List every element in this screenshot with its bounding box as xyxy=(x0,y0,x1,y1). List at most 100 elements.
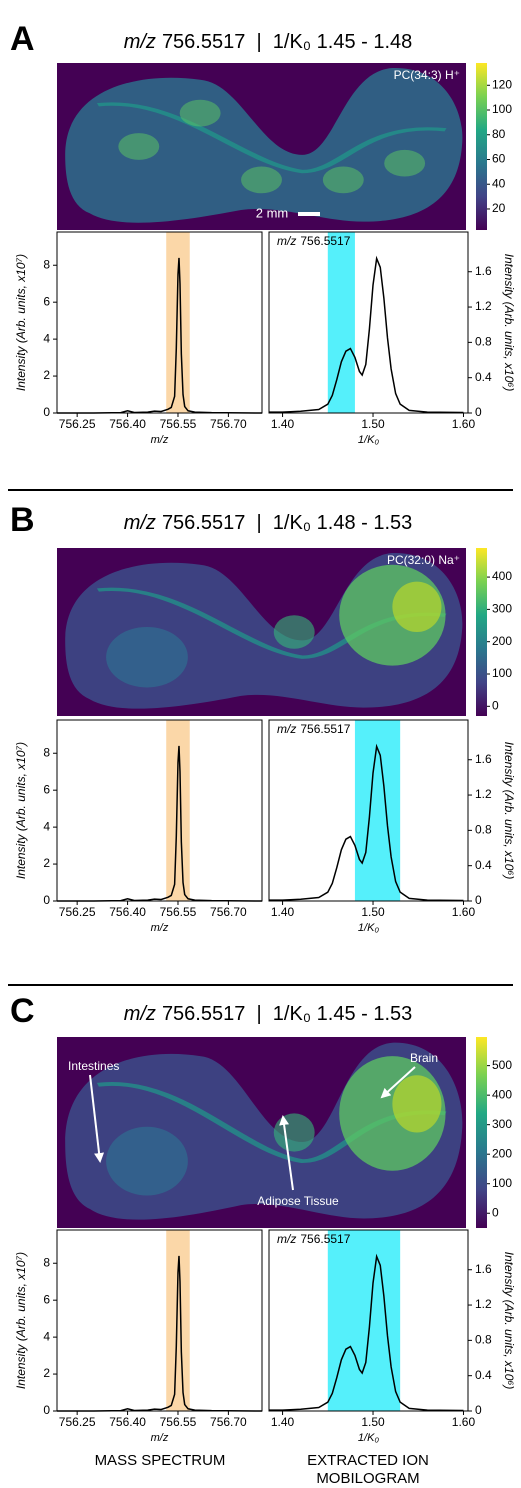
y-tick-label: 1.6 xyxy=(475,1262,492,1276)
hot-spot xyxy=(392,1075,442,1133)
curve xyxy=(57,745,263,902)
hot-spot xyxy=(118,133,160,160)
colorbar-tick-label: 100 xyxy=(492,102,512,116)
heatmap-annotation: PC(34:3) H⁺ xyxy=(394,68,460,82)
y-tick-label: 0.4 xyxy=(475,1368,492,1382)
x-tick-label: 1.50 xyxy=(361,905,385,919)
colorbar-tick-label: 60 xyxy=(492,152,506,166)
x-tick-label: 1.40 xyxy=(271,1415,295,1429)
highlight-band xyxy=(166,720,190,901)
highlight-band xyxy=(166,1230,190,1411)
x-axis-label: 1/K₀ xyxy=(358,1432,380,1444)
colorbar-tick-label: 300 xyxy=(492,1117,512,1131)
colorbar-tick-label: 80 xyxy=(492,127,506,141)
x-tick-label: 756.25 xyxy=(59,905,96,919)
x-tick-label: 1.60 xyxy=(452,417,476,431)
x-tick-label: 756.25 xyxy=(59,1415,96,1429)
arrow xyxy=(279,1115,294,1191)
footer-label: EXTRACTED ION MOBILOGRAM xyxy=(307,1452,429,1487)
y-tick-label: 1.6 xyxy=(475,752,492,766)
colorbar-tick-label: 300 xyxy=(492,602,512,616)
curve xyxy=(57,1255,263,1412)
title-text: 756.5517 | 1/K₀ 1.45 - 1.48 xyxy=(162,31,412,53)
chart-annotation: m/z 756.5517 xyxy=(277,722,351,736)
colorbar-tick-label: 120 xyxy=(492,77,512,91)
hot-spot xyxy=(273,1113,315,1152)
colorbar-tick-label: 500 xyxy=(492,1058,512,1072)
y-tick-label: 4 xyxy=(43,819,50,833)
y-tick-label: 8 xyxy=(43,1255,50,1269)
footer-box: EXTRACTED ION MOBILOGRAM xyxy=(307,1452,429,1487)
plot-frame xyxy=(268,719,469,902)
title-italic: m/z xyxy=(124,512,156,534)
x-tick-label: 756.25 xyxy=(59,417,96,431)
x-tick-label: 1.40 xyxy=(271,905,295,919)
y-tick-label: 0.4 xyxy=(475,858,492,872)
y-tick-label: 1.2 xyxy=(475,1297,492,1311)
colorbar-tick-label: 400 xyxy=(492,1087,512,1101)
x-tick-label: 1.60 xyxy=(452,905,476,919)
y-tick-label: 4 xyxy=(43,331,50,345)
chart-annotation: m/z 756.5517 xyxy=(277,1232,351,1246)
colorbar-tick-label: 200 xyxy=(492,634,512,648)
hot-spot xyxy=(241,166,282,194)
highlight-band xyxy=(327,1230,401,1411)
colorbar-tick-label: 20 xyxy=(492,201,506,215)
arrow xyxy=(380,1066,416,1099)
hot-spot xyxy=(322,166,364,194)
x-tick-label: 1.60 xyxy=(452,1415,476,1429)
tissue-label: Intestines xyxy=(68,1059,119,1073)
x-tick-label: 1.50 xyxy=(361,417,385,431)
plot-frame xyxy=(56,231,263,414)
x-axis-label: 1/K₀ xyxy=(358,434,380,446)
y-tick-label: 2 xyxy=(43,368,50,382)
tissue-band xyxy=(96,102,447,174)
colorbar-tick-label: 0 xyxy=(492,1205,499,1219)
title-italic: m/z xyxy=(124,31,156,53)
title-text: 756.5517 | 1/K₀ 1.48 - 1.53 xyxy=(162,512,412,534)
colorbar xyxy=(476,548,487,716)
curve xyxy=(269,1253,464,1412)
highlight-band xyxy=(327,232,355,413)
x-tick-label: 756.55 xyxy=(160,1415,197,1429)
x-tick-label: 1.40 xyxy=(271,417,295,431)
y-axis-label: Intensity (Arb. units, x10⁶) xyxy=(502,254,516,392)
chart-annotation: m/z 756.5517 xyxy=(277,234,351,248)
colorbar-tick-label: 200 xyxy=(492,1146,512,1160)
highlight-band xyxy=(166,232,190,413)
hot-spot xyxy=(384,149,426,177)
y-axis-label: Intensity (Arb. units, x10⁶) xyxy=(502,742,516,880)
hot-spot xyxy=(106,1126,188,1196)
hot-spot xyxy=(273,615,315,649)
colorbar xyxy=(476,63,487,230)
tissue-label: Adipose Tissue xyxy=(257,1194,339,1208)
colorbar-tick-label: 400 xyxy=(492,569,512,583)
colorbar-tick-label: 40 xyxy=(492,176,506,190)
colorbar-tick-label: 100 xyxy=(492,666,512,680)
tissue xyxy=(65,552,463,709)
y-axis-label: Intensity (Arb. units, x10⁷) xyxy=(14,254,28,391)
arrow xyxy=(89,1074,105,1163)
y-tick-label: 8 xyxy=(43,257,50,271)
plot-frame xyxy=(268,231,469,414)
panel-label: A xyxy=(10,20,35,58)
hot-spot xyxy=(179,99,221,127)
y-axis-label: Intensity (Arb. units, x10⁶) xyxy=(502,1252,516,1390)
panel-label: B xyxy=(10,501,35,539)
plot-frame xyxy=(268,1229,469,1412)
y-tick-label: 0 xyxy=(43,405,50,419)
plot-frame xyxy=(56,1229,263,1412)
x-tick-label: 756.55 xyxy=(160,417,197,431)
panel-title: m/z 756.5517 | 1/K₀ 1.48 - 1.53 xyxy=(124,512,413,534)
annotation-italic: m/z xyxy=(277,722,296,736)
x-tick-label: 756.70 xyxy=(210,905,247,919)
scale-bar xyxy=(298,212,320,216)
curve xyxy=(269,255,464,414)
x-tick-label: 756.55 xyxy=(160,905,197,919)
annotation-text: 756.5517 xyxy=(300,722,350,736)
y-tick-label: 0.8 xyxy=(475,823,492,837)
annotation-italic: m/z xyxy=(277,234,296,248)
scale-bar-label: 2 mm xyxy=(256,205,289,220)
tissue-label: Brain xyxy=(410,1051,438,1065)
title-text: 756.5517 | 1/K₀ 1.45 - 1.53 xyxy=(162,1003,412,1025)
